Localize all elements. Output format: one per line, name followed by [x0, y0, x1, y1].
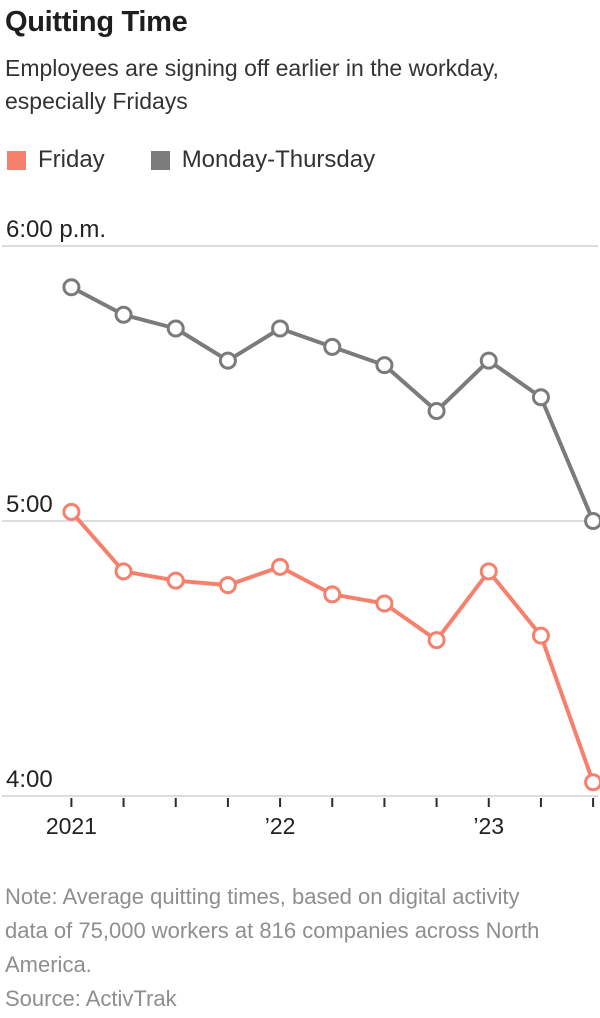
data-point-monday-thursday-2021-q2: [114, 305, 133, 324]
page-title: Quitting Time: [5, 6, 188, 38]
data-point-monday-thursday-2023-q3: [584, 512, 600, 530]
data-point-friday-2022-q2: [323, 585, 342, 604]
quitting-time-line-chart: 6:00 p.m. 5:00 4:00 2021 ’22 ’23: [2, 216, 600, 839]
legend-swatch-friday: [7, 150, 26, 170]
data-point-friday-2023-q1: [479, 562, 498, 581]
legend-swatch-monday-thursday: [150, 150, 170, 170]
chart-subtitle: Employees are signing off earlier in the…: [5, 55, 499, 114]
source-text: Source: ActivTrak: [5, 986, 177, 1011]
x-axis-label: ’23: [473, 813, 504, 839]
series-line-monday-thursday: [69, 285, 596, 523]
data-point-monday-thursday-2021-q3: [166, 319, 185, 338]
data-point-monday-thursday-2022-q4: [427, 402, 446, 420]
data-point-friday-2021-q2: [114, 562, 133, 581]
data-point-friday-2021-q4: [218, 576, 237, 595]
data-point-friday-2021-q3: [166, 571, 185, 590]
x-axis-label: 2021: [46, 813, 97, 839]
legend-item-monday-thursday: Monday-Thursday: [150, 146, 376, 174]
legend: Friday Monday-Thursday: [7, 146, 375, 174]
data-point-monday-thursday-2022-q3: [375, 356, 394, 375]
y-axis-label: 4:00: [6, 766, 53, 793]
data-point-friday-2022-q1: [271, 557, 290, 576]
chart-footnote: Note: Average quitting times, based on d…: [5, 880, 557, 1016]
data-point-monday-thursday-2021-q1: [62, 278, 81, 297]
legend-item-friday: Friday: [7, 146, 105, 174]
note-text: Note: Average quitting times, based on d…: [5, 884, 540, 977]
data-point-monday-thursday-2022-q1: [271, 319, 290, 338]
data-point-friday-2023-q2: [531, 626, 550, 645]
data-point-monday-thursday-2021-q4: [218, 351, 237, 370]
data-point-friday-2022-q3: [375, 594, 394, 613]
y-axis-label: 5:00: [6, 491, 53, 518]
data-point-monday-thursday-2023-q1: [479, 351, 498, 370]
y-axis-label: 6:00 p.m.: [6, 216, 106, 243]
legend-label-friday: Friday: [38, 146, 105, 173]
series-line-friday: [69, 509, 596, 785]
data-point-monday-thursday-2022-q2: [323, 337, 342, 356]
data-point-friday-2021-q1: [62, 502, 81, 521]
data-point-friday-2023-q3: [584, 773, 600, 792]
legend-label-monday-thursday: Monday-Thursday: [181, 146, 376, 173]
data-point-friday-2022-q4: [427, 631, 446, 650]
x-axis-label: ’22: [265, 813, 296, 839]
data-point-monday-thursday-2023-q2: [531, 388, 550, 407]
